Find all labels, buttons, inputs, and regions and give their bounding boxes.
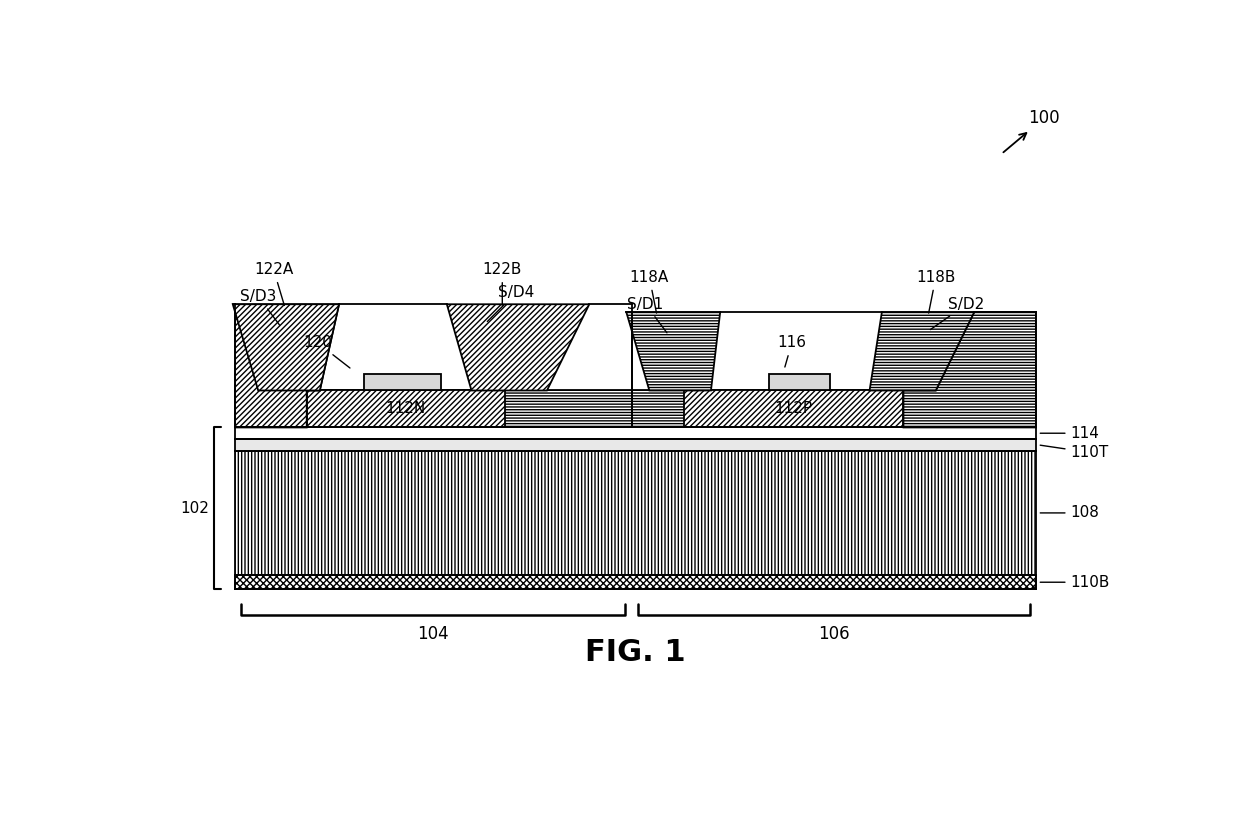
Text: S/D1: S/D1 — [627, 296, 667, 333]
Text: S/D2: S/D2 — [930, 296, 985, 330]
Text: 108: 108 — [1040, 505, 1100, 520]
Text: S/D3: S/D3 — [241, 289, 280, 325]
Text: 118B: 118B — [916, 270, 956, 313]
Text: 120: 120 — [303, 335, 350, 368]
Text: 122B: 122B — [482, 262, 522, 306]
Bar — [236, 439, 1035, 451]
Text: 106: 106 — [818, 625, 849, 643]
Bar — [769, 373, 831, 391]
Text: 110B: 110B — [1040, 574, 1110, 590]
Polygon shape — [904, 312, 1035, 428]
Polygon shape — [233, 304, 339, 391]
Text: 112N: 112N — [386, 402, 425, 417]
Bar — [236, 451, 1035, 575]
Text: 112P: 112P — [775, 402, 812, 417]
Text: 114: 114 — [1040, 426, 1100, 441]
Text: S/D4: S/D4 — [487, 286, 534, 321]
Text: 102: 102 — [180, 501, 208, 516]
Polygon shape — [869, 312, 975, 391]
Bar — [684, 391, 904, 428]
Bar — [236, 575, 1035, 590]
Bar — [631, 391, 1035, 428]
Text: FIG. 1: FIG. 1 — [585, 638, 686, 667]
Text: 118A: 118A — [630, 270, 670, 313]
Text: 104: 104 — [418, 625, 449, 643]
Text: 122A: 122A — [254, 262, 293, 306]
Text: 116: 116 — [777, 335, 806, 367]
Polygon shape — [446, 304, 589, 391]
Bar — [306, 391, 505, 428]
Polygon shape — [626, 312, 720, 391]
Bar — [236, 428, 1035, 439]
Text: 110T: 110T — [1040, 445, 1109, 460]
Polygon shape — [236, 304, 339, 428]
Bar — [236, 391, 631, 428]
Bar — [363, 373, 440, 391]
Text: 100: 100 — [1003, 109, 1060, 152]
